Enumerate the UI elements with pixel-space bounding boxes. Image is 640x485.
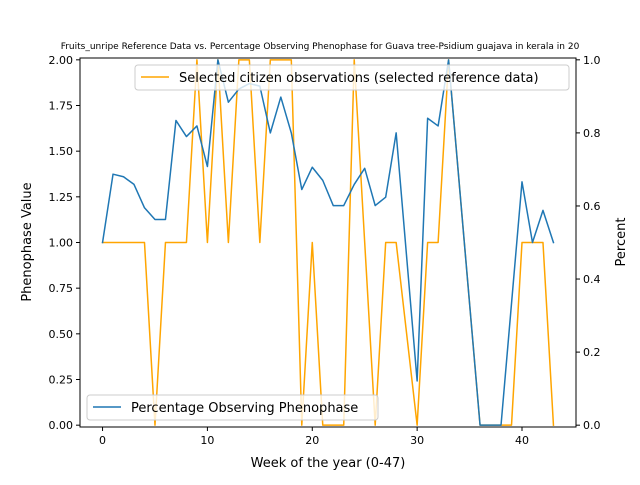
y-right-tick-label-2: 0.4	[583, 273, 601, 286]
series-layer	[101, 59, 555, 426]
series-line-1	[101, 59, 555, 426]
legend-reference-data: Selected citizen observations (selected …	[134, 64, 570, 91]
y-left-tick-label-0: 0.00	[49, 419, 74, 432]
axes-layer: 0 10 20 30 40 0.00 0.25 0.50 0.75 1.00 1.25 1.50 1.7…	[49, 54, 601, 447]
y-left-tick-label-8: 2.00	[49, 54, 74, 67]
y-right-tick-label-0: 0.0	[583, 419, 601, 432]
x-tick-label-0: 0	[99, 434, 106, 447]
legend-percentage-frame	[86, 394, 379, 421]
x-axis-label: Week of the year (0-47)	[251, 456, 406, 471]
y-left-tick-label-4: 1.00	[49, 237, 74, 250]
y-right-tick-label-3: 0.6	[583, 200, 601, 213]
y-axis-label-left: Phenophase Value	[20, 182, 35, 301]
y-right-tick-label-4: 0.8	[583, 127, 601, 140]
legend-reference-frame	[134, 64, 570, 91]
y-left-tick-label-6: 1.50	[49, 145, 74, 158]
chart-title: Fruits_unripe Reference Data vs. Percent…	[61, 42, 580, 52]
y-axis-label-right: Percent	[614, 218, 629, 267]
x-tick-label-3: 30	[410, 434, 424, 447]
x-tick-label-1: 10	[200, 434, 214, 447]
y-right-tick-label-5: 1.0	[583, 54, 601, 67]
legend-percentage-label: Percentage Observing Phenophase	[131, 401, 358, 416]
plot-area	[80, 58, 576, 427]
y-right-tick-label-1: 0.2	[583, 346, 601, 359]
y-left-tick-label-1: 0.25	[49, 374, 74, 387]
legend-reference-label: Selected citizen observations (selected …	[179, 71, 539, 86]
y-left-tick-label-7: 1.75	[49, 99, 74, 112]
y-left-tick-label-3: 0.75	[49, 282, 74, 295]
x-tick-label-4: 40	[515, 434, 529, 447]
x-tick-label-2: 20	[305, 434, 319, 447]
legend-percentage: Percentage Observing Phenophase	[86, 394, 379, 421]
y-left-tick-label-2: 0.50	[49, 328, 74, 341]
axis-frame	[79, 57, 577, 428]
y-left-tick-label-5: 1.25	[49, 191, 74, 204]
